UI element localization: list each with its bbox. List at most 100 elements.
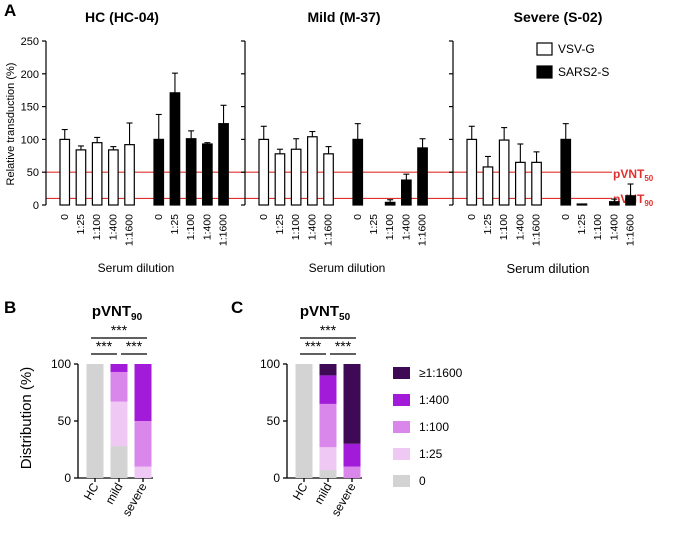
panel-label-a: A bbox=[4, 1, 16, 20]
x-tick-label: 1:100 bbox=[384, 214, 396, 240]
x-tick-label: 1:400 bbox=[306, 214, 318, 240]
x-tick-label: 1:25 bbox=[274, 214, 286, 235]
panel-label-c: C bbox=[231, 298, 243, 317]
stack-segment-b bbox=[134, 421, 152, 467]
bar-mild-vsv bbox=[274, 153, 286, 206]
significance-label: *** bbox=[305, 338, 322, 354]
x-tick-label: 1:25 bbox=[169, 214, 181, 235]
legend-swatch-sars bbox=[536, 65, 553, 79]
significance-label: *** bbox=[320, 322, 337, 338]
x-tick-label: 1:400 bbox=[514, 214, 526, 240]
legend-swatch-400 bbox=[393, 394, 410, 406]
stack-segment-c bbox=[343, 466, 361, 478]
xlabel-mild: Serum dilution bbox=[309, 261, 386, 275]
bar-hc-sars bbox=[153, 138, 165, 206]
y-tick-label: 100 bbox=[21, 134, 39, 146]
subplot-title-hc: HC (HC-04) bbox=[85, 9, 159, 25]
stack-segment-c bbox=[319, 403, 337, 448]
significance-label: *** bbox=[96, 338, 113, 354]
bar-mild-sars bbox=[384, 201, 396, 206]
chart-marks: 0 50 100 150 200 250 0 1:25 1:100 1:400 1:1600 0 1:2… bbox=[21, 36, 637, 519]
xlabel-hc: Serum dilution bbox=[98, 261, 175, 275]
bar-mild-sars bbox=[352, 138, 364, 206]
legend-swatch-100 bbox=[393, 421, 410, 433]
bar-hc-sars bbox=[218, 123, 229, 206]
x-tick-label: 1:1600 bbox=[417, 214, 429, 246]
legend-swatch-25 bbox=[393, 448, 410, 460]
x-tick-label: 1:100 bbox=[592, 214, 604, 240]
bar-severe-sars bbox=[625, 195, 636, 206]
x-tick-label: 1:25 bbox=[482, 214, 494, 235]
x-tick-label: mild bbox=[311, 481, 334, 507]
x-tick-label: severe bbox=[328, 480, 358, 518]
x-tick-label: 0 bbox=[466, 214, 478, 220]
bar-hc-sars bbox=[202, 143, 213, 206]
legend-label-0: 0 bbox=[419, 474, 426, 488]
bar-severe-vsv bbox=[466, 138, 478, 206]
bar-mild-vsv bbox=[258, 138, 270, 206]
subplot-title-severe: Severe (S-02) bbox=[514, 9, 603, 25]
significance-label: *** bbox=[335, 338, 352, 354]
panel-b-ylabel: Distribution (%) bbox=[18, 367, 35, 470]
stack-segment-c bbox=[343, 443, 361, 467]
x-tick-label: severe bbox=[119, 480, 149, 518]
bar-hc-vsv bbox=[124, 144, 135, 206]
bar-mild-vsv bbox=[323, 153, 334, 206]
x-tick-label: 0 bbox=[258, 214, 270, 220]
x-tick-label: 1:400 bbox=[608, 214, 620, 240]
x-tick-label: 0 bbox=[153, 214, 165, 220]
legend-swatch-1600 bbox=[393, 367, 410, 379]
y-tick-label: 100 bbox=[51, 357, 71, 371]
y-tick-label: 50 bbox=[267, 414, 281, 428]
legend-label-400: 1:400 bbox=[419, 393, 449, 407]
legend-label-100: 1:100 bbox=[419, 420, 449, 434]
bar-hc-vsv bbox=[75, 149, 87, 206]
legend-swatch-0 bbox=[393, 475, 410, 487]
stack-segment-c bbox=[319, 447, 337, 471]
x-tick-label: 1:1600 bbox=[124, 214, 136, 246]
y-tick-label: 150 bbox=[21, 102, 39, 114]
legend-swatch-vsv bbox=[536, 42, 553, 56]
bar-mild-sars bbox=[417, 147, 428, 206]
x-tick-label: HC bbox=[290, 480, 311, 502]
legend-label-sars: SARS2-S bbox=[558, 65, 609, 79]
x-tick-label: 1:400 bbox=[400, 214, 412, 240]
x-tick-label: 1:25 bbox=[75, 214, 87, 235]
bar-severe-vsv bbox=[482, 166, 494, 206]
y-tick-label: 0 bbox=[33, 200, 39, 212]
stack-segment-c bbox=[319, 364, 337, 376]
panel-a-ylabel: Relative transduction (%) bbox=[5, 63, 17, 186]
bar-hc-sars bbox=[169, 92, 181, 206]
y-tick-label: 0 bbox=[64, 471, 71, 485]
legend-label-vsv: VSV-G bbox=[558, 42, 595, 56]
x-tick-label: 1:1600 bbox=[531, 214, 543, 246]
x-tick-label: 1:1600 bbox=[625, 214, 637, 246]
x-tick-label: 1:100 bbox=[498, 214, 510, 240]
x-tick-label: 0 bbox=[560, 214, 572, 220]
stack-segment-b bbox=[134, 364, 152, 421]
x-tick-label: 1:100 bbox=[185, 214, 197, 240]
y-tick-label: 50 bbox=[58, 414, 72, 428]
bar-severe-vsv bbox=[531, 161, 542, 206]
xlabel-severe: Serum dilution bbox=[506, 261, 589, 276]
x-tick-label: 1:25 bbox=[368, 214, 380, 235]
y-tick-label: 250 bbox=[21, 36, 39, 48]
stack-segment-b bbox=[110, 371, 128, 402]
stack-segment-c bbox=[295, 364, 313, 478]
panel-b-title: pVNT90 bbox=[92, 303, 143, 323]
panel-label-b: B bbox=[4, 298, 16, 317]
x-tick-label: mild bbox=[102, 481, 125, 507]
panel-c-title: pVNT50 bbox=[300, 303, 351, 323]
x-tick-label: 1:100 bbox=[290, 214, 302, 240]
bar-severe-sars bbox=[576, 203, 588, 206]
stack-segment-b bbox=[110, 401, 128, 447]
significance-label: *** bbox=[111, 322, 128, 338]
x-tick-label: 1:1600 bbox=[323, 214, 335, 246]
x-tick-label: 0 bbox=[352, 214, 364, 220]
bar-hc-sars bbox=[185, 138, 197, 206]
bar-hc-vsv bbox=[59, 138, 71, 206]
bar-severe-sars bbox=[560, 138, 572, 206]
bar-mild-sars bbox=[401, 179, 412, 206]
stack-segment-b bbox=[86, 364, 104, 478]
